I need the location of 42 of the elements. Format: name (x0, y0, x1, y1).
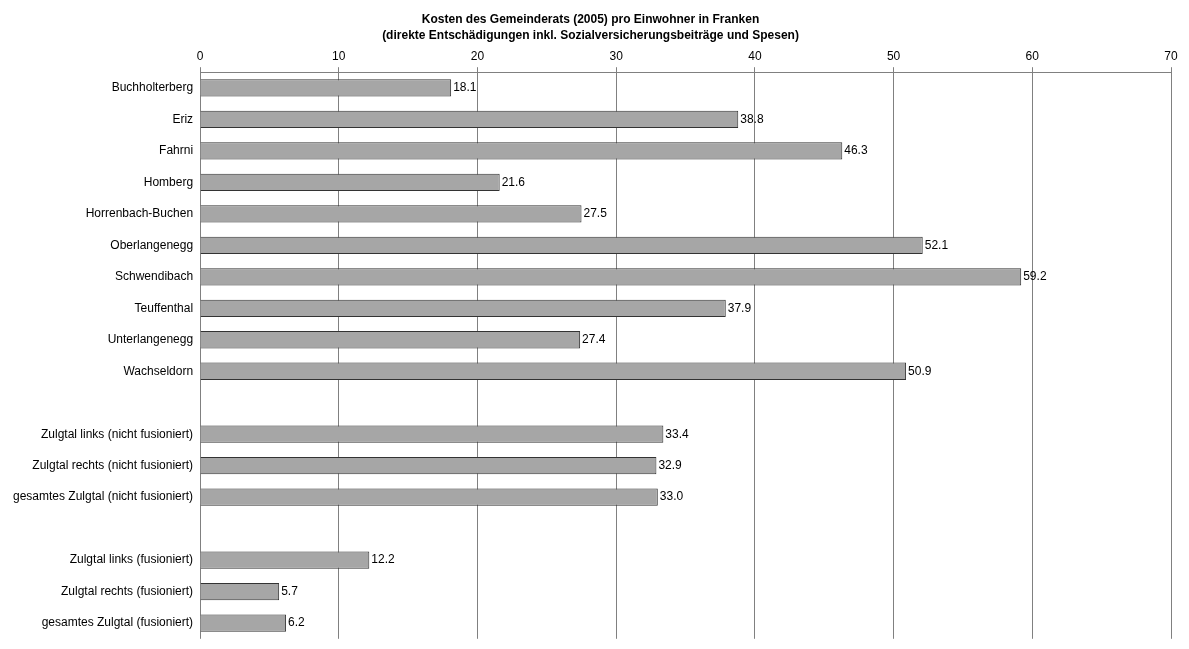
data-label: 6.2 (288, 615, 306, 630)
y-tick-label: Wachseldorn (123, 363, 194, 378)
data-label: 33.4 (665, 426, 690, 441)
x-tick-label: 70 (1164, 49, 1178, 64)
data-label: 18.1 (453, 80, 477, 95)
data-label: 46.3 (844, 143, 868, 158)
y-tick-label: Zulgtal links (nicht fusioniert) (41, 426, 194, 441)
data-label: 27.4 (582, 332, 606, 347)
y-tick-label: Eriz (172, 111, 194, 126)
data-label: 5.7 (281, 583, 299, 598)
data-label: 12.2 (371, 552, 395, 567)
y-tick-label: Zulgtal rechts (fusioniert) (61, 583, 194, 598)
y-tick-label: Homberg (143, 174, 194, 189)
x-tick-label: 50 (886, 49, 901, 64)
data-label: 21.6 (501, 174, 526, 189)
data-label: 52.1 (924, 237, 949, 252)
y-tick-label: Zulgtal rechts (nicht fusioniert) (32, 457, 194, 472)
y-tick-label: Fahrni (159, 143, 194, 158)
x-tick-label: 40 (748, 49, 762, 64)
data-label: 59.2 (1023, 269, 1047, 284)
y-tick-label: Horrenbach-Buchen (85, 206, 194, 221)
x-tick-label: 60 (1025, 49, 1040, 64)
data-label: 50.9 (908, 363, 932, 378)
chart-subtitle: (direkte Entschädigungen inkl. Sozialversicherungsbeiträge und Spesen) (382, 27, 799, 42)
x-tick-label: 10 (332, 49, 346, 64)
y-tick-label: Buchholterberg (111, 80, 194, 95)
chart-title: Kosten des Gemeinderats (2005) pro Einwohner in Franken (421, 11, 760, 26)
data-label: 27.5 (583, 206, 608, 221)
y-tick-label: Zulgtal links (fusioniert) (69, 552, 194, 567)
data-label: 33.0 (659, 489, 684, 504)
data-label: 38.8 (740, 111, 764, 126)
y-tick-label: Unterlangenegg (107, 332, 194, 347)
y-tick-label: Teuffenthal (134, 300, 194, 315)
x-tick-label: 0 (196, 49, 204, 64)
y-tick-label: Schwendibach (115, 269, 194, 284)
y-tick-label: gesamtes Zulgtal (nicht fusioniert) (13, 489, 194, 504)
x-tick-label: 20 (470, 49, 485, 64)
y-tick-label: Oberlangenegg (110, 237, 194, 252)
data-label: 37.9 (727, 300, 752, 315)
y-tick-label: gesamtes Zulgtal (fusioniert) (41, 615, 194, 630)
data-label: 32.9 (658, 457, 683, 472)
x-tick-label: 30 (609, 49, 624, 64)
